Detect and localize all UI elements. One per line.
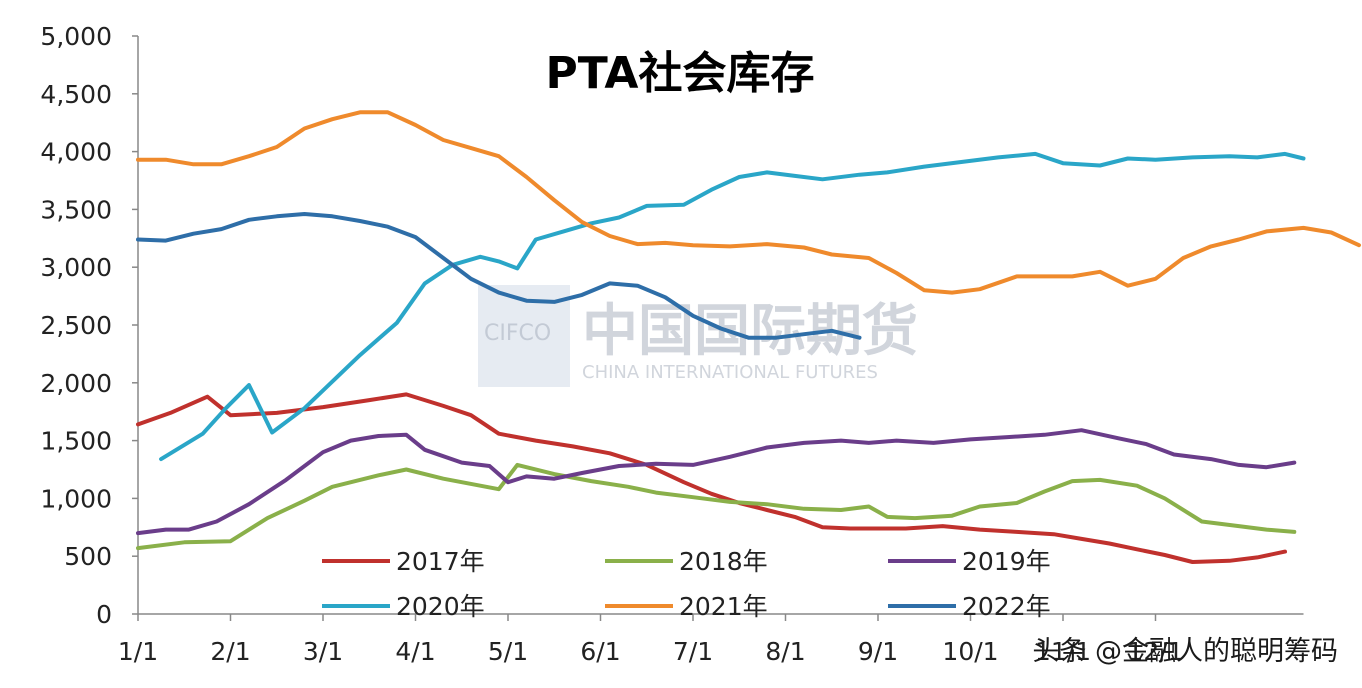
- x-tick-label: 11/1: [1035, 637, 1091, 666]
- y-tick-label: 1,500: [40, 427, 112, 456]
- legend-label: 2020年: [396, 592, 485, 621]
- series-line-2: [136, 462, 1297, 551]
- x-tick-label: 2/1: [210, 637, 250, 666]
- x-tick-label: 10/1: [942, 637, 998, 666]
- x-tick-label: 9/1: [858, 637, 898, 666]
- x-tick-label: 7/1: [673, 637, 713, 666]
- legend-label: 2018年: [679, 547, 768, 576]
- legend-label: 2021年: [679, 592, 768, 621]
- series-lines: [136, 110, 1361, 564]
- y-tick-label: 2,000: [40, 369, 112, 398]
- x-tick-label: 1/1: [118, 637, 158, 666]
- y-tick-label: 0: [96, 600, 112, 629]
- credit-text: 头条 @金融人的聪明筹码: [1032, 636, 1338, 667]
- y-tick-label: 3,500: [40, 195, 112, 224]
- y-tick-label: 5,000: [40, 22, 112, 51]
- x-tick-label: 4/1: [395, 637, 435, 666]
- legend-label: 2017年: [396, 547, 485, 576]
- y-tick-label: 3,000: [40, 253, 112, 282]
- y-axis-ticks: 0 500 1,000 1,500 2,000 2,500 3,000 3,500 4,000 4…: [40, 22, 138, 629]
- y-tick-label: 4,000: [40, 138, 112, 167]
- x-tick-label: 3/1: [303, 637, 343, 666]
- series-line-3: [136, 428, 1297, 536]
- series-line-4: [159, 151, 1306, 462]
- y-tick-label: 2,500: [40, 311, 112, 340]
- watermark-en-text: CHINA INTERNATIONAL FUTURES: [582, 362, 878, 383]
- x-axis-ticks: 1/1 2/1 3/1 4/1 5/1 6/1 7/1 8/1 9/1 10/1 11/1 12/1: [118, 614, 1184, 666]
- x-tick-label: 5/1: [488, 637, 528, 666]
- chart-title: PTA社会库存: [546, 48, 815, 99]
- x-tick-label: 12/1: [1127, 637, 1183, 666]
- legend: 2017年 2018年 2019年 2020年 2021年 2022年: [322, 547, 1051, 621]
- y-tick-label: 4,500: [40, 80, 112, 109]
- legend-label: 2022年: [962, 592, 1051, 621]
- watermark-logo-text: CIFCO: [484, 321, 551, 346]
- series-line-6: [136, 212, 862, 340]
- y-tick-label: 500: [64, 542, 112, 571]
- x-tick-label: 8/1: [765, 637, 805, 666]
- series-line-5: [136, 110, 1361, 295]
- watermark-cn-text: 中国国际期货: [582, 299, 918, 364]
- x-tick-label: 6/1: [580, 637, 620, 666]
- legend-label: 2019年: [962, 547, 1051, 576]
- y-tick-label: 1,000: [40, 484, 112, 513]
